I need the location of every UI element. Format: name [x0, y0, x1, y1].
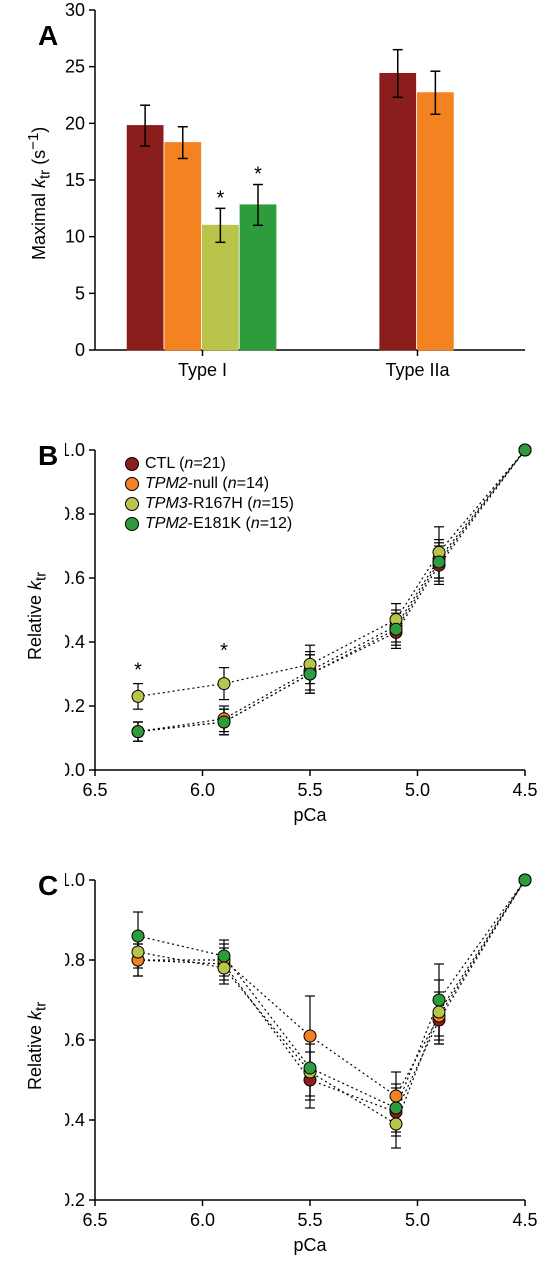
svg-text:1.0: 1.0: [65, 870, 85, 890]
svg-text:0.4: 0.4: [65, 632, 85, 652]
svg-text:6.0: 6.0: [190, 780, 215, 800]
svg-text:10: 10: [65, 227, 85, 247]
panel-b-ylabel: Relative ktr: [25, 572, 50, 660]
legend-item: TPM2-E181K (n=12): [125, 515, 294, 533]
panel-c-chart: 0.2 0.4 0.6 0.8 1.0 6.5 6.0 5.5 5.0 4.5: [65, 870, 551, 1260]
svg-text:Type IIa: Type IIa: [385, 360, 450, 380]
svg-text:0.0: 0.0: [65, 760, 85, 780]
svg-text:6.5: 6.5: [82, 780, 107, 800]
svg-text:20: 20: [65, 113, 85, 133]
panel-b-label: B: [38, 440, 58, 472]
figure: A 0 5 10 15 20 25 30 * * Type I Type IIa Maximal k…: [0, 0, 551, 1265]
svg-text:0.4: 0.4: [65, 1110, 85, 1130]
panel-b-xlabel: pCa: [95, 805, 525, 826]
svg-text:0.6: 0.6: [65, 568, 85, 588]
svg-text:*: *: [220, 640, 228, 662]
svg-text:0.8: 0.8: [65, 504, 85, 524]
panel-b-legend: CTL (n=21) TPM2-null (n=14) TPM3-R167H (n=…: [125, 455, 294, 535]
svg-text:6.5: 6.5: [82, 1210, 107, 1230]
svg-text:4.5: 4.5: [512, 1210, 537, 1230]
legend-item: TPM2-null (n=14): [125, 475, 294, 493]
svg-text:0.6: 0.6: [65, 1030, 85, 1050]
svg-text:*: *: [134, 659, 142, 681]
legend-item: CTL (n=21): [125, 455, 294, 473]
svg-text:0.8: 0.8: [65, 950, 85, 970]
panel-a-label: A: [38, 20, 58, 52]
svg-text:Type I: Type I: [178, 360, 227, 380]
svg-text:1.0: 1.0: [65, 440, 85, 460]
svg-text:5.0: 5.0: [405, 1210, 430, 1230]
svg-text:5: 5: [75, 283, 85, 303]
panel-c-label: C: [38, 870, 58, 902]
svg-text:5.5: 5.5: [297, 1210, 322, 1230]
panel-a-ylabel: Maximal ktr (s−1): [25, 127, 54, 260]
panel-c-xlabel: pCa: [95, 1235, 525, 1256]
svg-text:25: 25: [65, 57, 85, 77]
svg-text:15: 15: [65, 170, 85, 190]
panel-a-chart: 0 5 10 15 20 25 30 * * Type I Type IIa: [65, 0, 551, 400]
svg-text:5.5: 5.5: [297, 780, 322, 800]
svg-text:30: 30: [65, 0, 85, 20]
svg-text:4.5: 4.5: [512, 780, 537, 800]
svg-text:0: 0: [75, 340, 85, 360]
svg-text:*: *: [216, 187, 224, 209]
panel-c-ylabel: Relative ktr: [25, 1002, 50, 1090]
svg-text:6.0: 6.0: [190, 1210, 215, 1230]
svg-text:0.2: 0.2: [65, 1190, 85, 1210]
svg-text:0.2: 0.2: [65, 696, 85, 716]
svg-text:5.0: 5.0: [405, 780, 430, 800]
legend-item: TPM3-R167H (n=15): [125, 495, 294, 513]
svg-text:*: *: [254, 164, 262, 186]
